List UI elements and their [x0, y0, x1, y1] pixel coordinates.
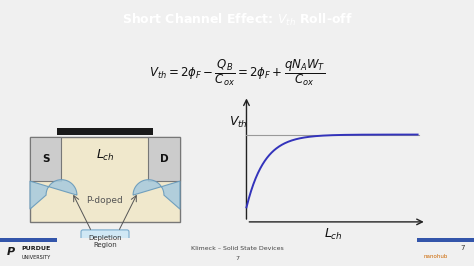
Text: 7: 7 [460, 245, 465, 251]
Text: $L_{ch}$: $L_{ch}$ [324, 227, 342, 242]
Text: 7: 7 [235, 256, 239, 261]
Text: $V_{th}$: $V_{th}$ [229, 115, 248, 130]
Bar [417, 238, 474, 242]
Text: nanohub: nanohub [424, 254, 448, 259]
Bar [148, 137, 180, 181]
Bar [30, 137, 180, 222]
Bar [0, 238, 57, 242]
Polygon shape [133, 180, 180, 209]
Text: Klimeck – Solid State Devices: Klimeck – Solid State Devices [191, 246, 283, 251]
Bar [57, 128, 153, 135]
Text: $L_{ch}$: $L_{ch}$ [96, 148, 114, 163]
Text: UNIVERSITY: UNIVERSITY [21, 255, 51, 260]
Polygon shape [30, 180, 77, 209]
Text: $V_{th} = 2\phi_F - \dfrac{Q_B}{C_{ox}} = 2\phi_F + \dfrac{qN_A W_T}{C_{ox}}$: $V_{th} = 2\phi_F - \dfrac{Q_B}{C_{ox}} … [149, 57, 325, 88]
Text: P: P [7, 247, 15, 257]
Bar [30, 137, 62, 181]
Text: P-doped: P-doped [87, 196, 123, 205]
Text: Depletion
Region: Depletion Region [88, 235, 122, 248]
Text: Short Channel Effect: $V_{th}$ Roll-off: Short Channel Effect: $V_{th}$ Roll-off [122, 12, 352, 28]
Text: D: D [160, 154, 169, 164]
Text: PURDUE: PURDUE [21, 246, 51, 251]
Text: S: S [42, 154, 49, 164]
FancyBboxPatch shape [81, 230, 129, 254]
